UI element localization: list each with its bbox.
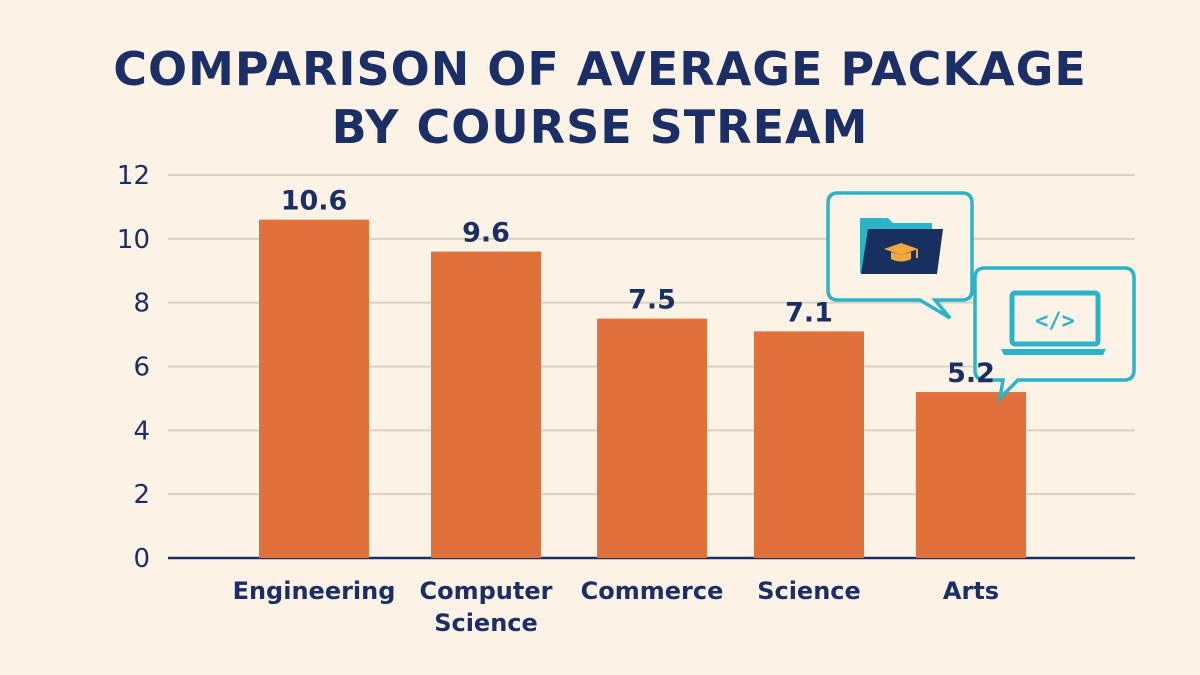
data-label: 5.2: [947, 358, 995, 389]
bar: [754, 331, 864, 558]
bar: [916, 392, 1026, 558]
y-tick-label: 10: [117, 225, 150, 255]
svg-text:</>: </>: [1035, 309, 1075, 334]
chart-title: COMPARISON OF AVERAGE PACKAGE BY COURSE …: [0, 40, 1200, 156]
y-tick-label: 2: [133, 480, 150, 510]
chart-title-line-1: COMPARISON OF AVERAGE PACKAGE: [113, 42, 1087, 96]
data-label: 7.5: [628, 285, 676, 316]
data-label: 7.1: [785, 297, 833, 328]
decor-bubbles: </>: [826, 191, 1136, 404]
y-tick-label: 0: [133, 544, 150, 574]
data-label: 9.6: [462, 218, 510, 249]
bar: [431, 251, 541, 558]
folder-graduation-cap-icon: [826, 191, 974, 320]
y-tick-label: 12: [117, 161, 150, 191]
data-label: 10.6: [281, 186, 348, 217]
laptop-code-icon: </>: [973, 266, 1136, 404]
x-tick-label: Computer Science: [420, 577, 553, 637]
chart-title-line-2: BY COURSE STREAM: [331, 100, 869, 154]
x-tick-label: Commerce: [581, 577, 724, 605]
y-tick-label: 8: [133, 289, 150, 319]
x-tick-label: Science: [757, 577, 861, 605]
y-tick-label: 6: [133, 353, 150, 383]
bar: [597, 318, 707, 558]
x-tick-label: Arts: [943, 577, 999, 605]
y-tick-label: 4: [133, 416, 150, 446]
bar: [259, 219, 369, 558]
x-tick-label: Engineering: [233, 577, 396, 605]
